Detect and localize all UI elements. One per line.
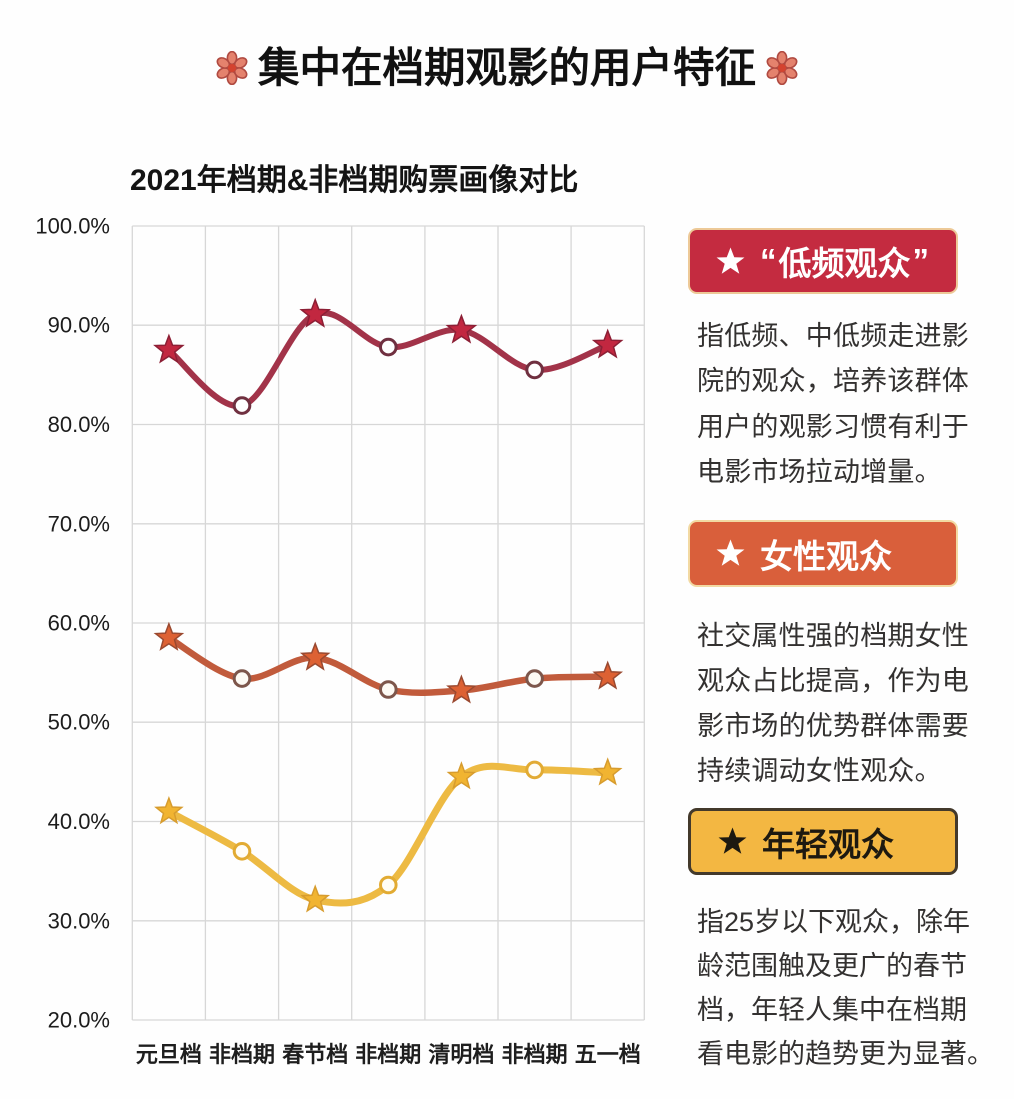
- svg-text:50.0%: 50.0%: [48, 710, 110, 735]
- svg-text:30.0%: 30.0%: [48, 908, 110, 933]
- svg-text:90.0%: 90.0%: [48, 313, 110, 338]
- svg-text:非档期: 非档期: [502, 1042, 568, 1067]
- svg-text:80.0%: 80.0%: [48, 412, 110, 437]
- svg-text:20.0%: 20.0%: [48, 1008, 110, 1033]
- svg-text:70.0%: 70.0%: [48, 511, 110, 536]
- svg-text:春节档: 春节档: [282, 1042, 348, 1067]
- svg-text:100.0%: 100.0%: [35, 214, 110, 239]
- svg-text:清明档: 清明档: [428, 1042, 494, 1067]
- svg-text:60.0%: 60.0%: [48, 611, 110, 636]
- svg-text:五一档: 五一档: [575, 1042, 641, 1067]
- svg-text:非档期: 非档期: [209, 1042, 275, 1067]
- svg-text:非档期: 非档期: [355, 1042, 421, 1067]
- svg-text:40.0%: 40.0%: [48, 809, 110, 834]
- svg-text:元旦档: 元旦档: [136, 1042, 202, 1067]
